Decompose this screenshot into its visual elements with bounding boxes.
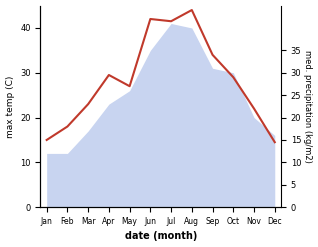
Y-axis label: max temp (C): max temp (C)	[5, 75, 15, 138]
Y-axis label: med. precipitation (kg/m2): med. precipitation (kg/m2)	[303, 50, 313, 163]
X-axis label: date (month): date (month)	[125, 231, 197, 242]
